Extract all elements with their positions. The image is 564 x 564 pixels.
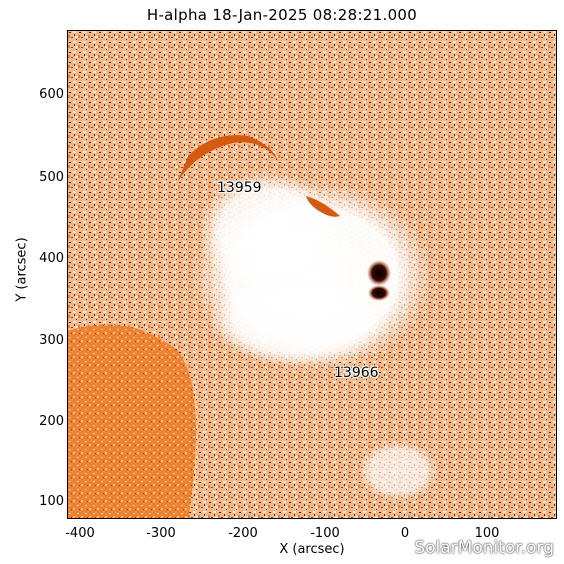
filament-arc bbox=[178, 135, 278, 181]
x-tick: 100 bbox=[474, 526, 500, 541]
lower-plage bbox=[208, 276, 388, 366]
x-axis-label: X (arcsec) bbox=[279, 542, 345, 557]
image-title: H-alpha 18-Jan-2025 08:28:21.000 bbox=[146, 6, 418, 24]
sunspot-leader bbox=[367, 260, 391, 286]
x-tick: -100 bbox=[310, 526, 340, 541]
southern-plage bbox=[358, 441, 438, 501]
x-tick: -200 bbox=[228, 526, 258, 541]
upper-plage bbox=[198, 171, 338, 291]
y-tick: 200 bbox=[39, 414, 64, 429]
y-tick: 100 bbox=[39, 494, 64, 509]
y-tick: 600 bbox=[39, 87, 64, 102]
watermark: SolarMonitor.org bbox=[414, 538, 554, 558]
filament-small bbox=[306, 196, 340, 217]
region-label-13959: 13959 bbox=[217, 180, 262, 196]
lower-left-orange-region bbox=[68, 324, 196, 518]
y-tick: 300 bbox=[39, 333, 64, 348]
y-tick: 400 bbox=[39, 251, 64, 266]
x-tick: -400 bbox=[65, 526, 95, 541]
x-tick: -300 bbox=[146, 526, 176, 541]
solar-image-frame bbox=[67, 30, 557, 519]
region-label-13966: 13966 bbox=[334, 365, 379, 381]
y-tick: 500 bbox=[39, 170, 64, 185]
solar-image bbox=[68, 31, 556, 518]
sunspot-follower bbox=[368, 285, 390, 301]
y-axis-label: Y (arcsec) bbox=[14, 237, 30, 302]
x-tick: 0 bbox=[400, 526, 410, 541]
